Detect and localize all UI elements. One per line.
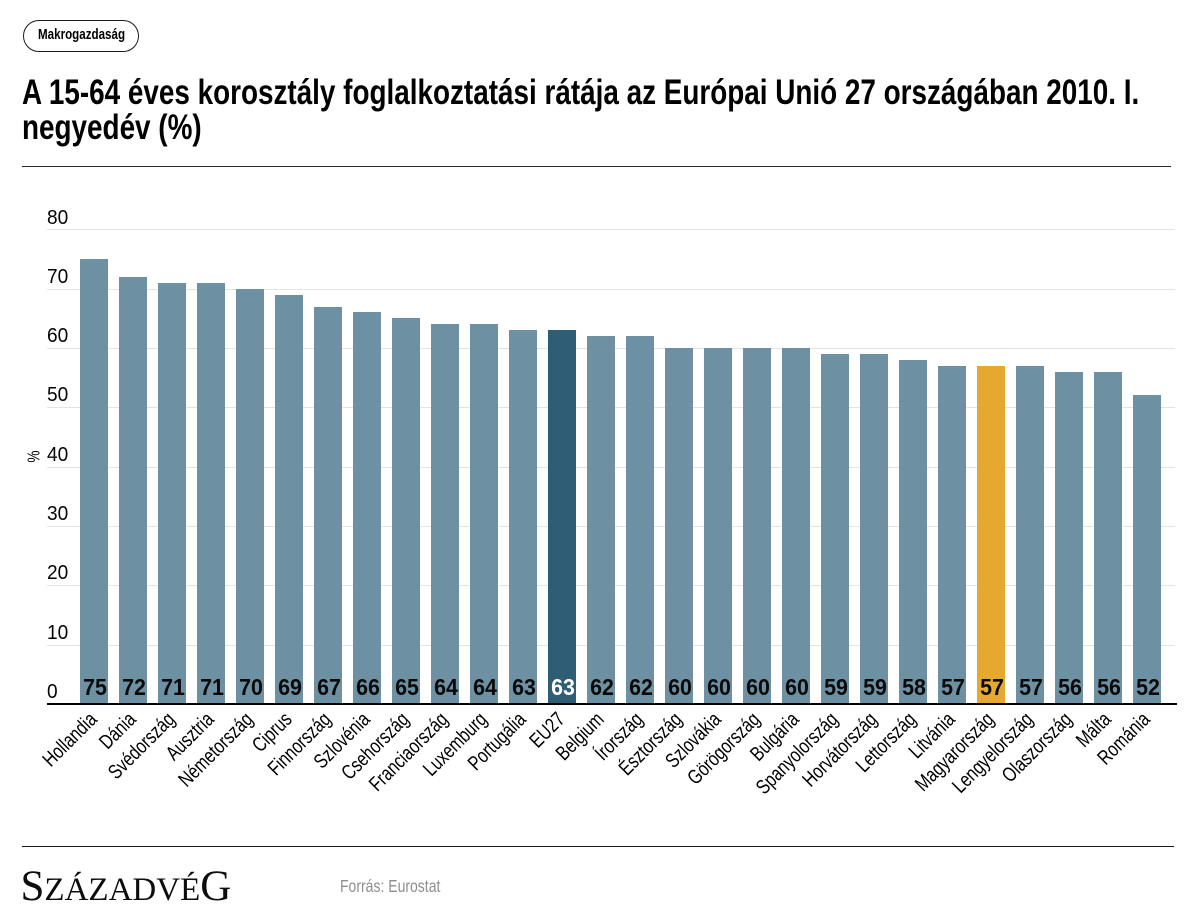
svg-text:Hollandia: Hollandia [38,708,102,772]
